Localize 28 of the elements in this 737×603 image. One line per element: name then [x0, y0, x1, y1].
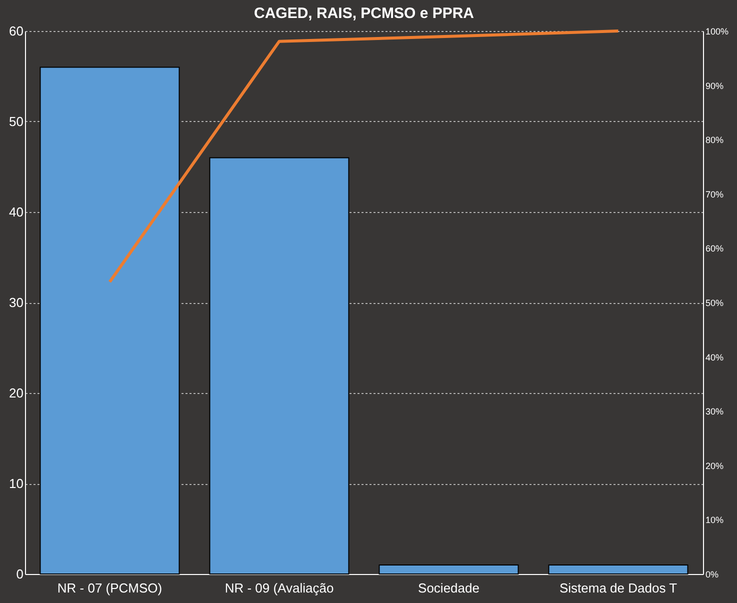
y-tick-label: 40: [9, 204, 24, 220]
bar: [548, 564, 688, 574]
y2-tick-label: 10%: [706, 515, 724, 526]
bar: [209, 157, 350, 574]
y-tick-label: 0: [16, 566, 24, 582]
y2-tick-label: 50%: [706, 298, 724, 308]
y2-tick-label: 80%: [706, 135, 724, 146]
chart-title: CAGED, RAIS, PCMSO e PPRA: [254, 5, 474, 22]
bar: [378, 564, 519, 574]
x-tick-label: Sociedade: [418, 580, 480, 596]
y2-tick-label: 70%: [706, 189, 724, 200]
y-tick-label: 30: [9, 295, 24, 310]
y2-tick-label: 100%: [706, 26, 729, 36]
bar: [40, 66, 180, 574]
y-tick-label: 50: [9, 114, 24, 129]
y2-tick-label: 90%: [706, 80, 724, 91]
y2-tick-label: 30%: [706, 406, 724, 417]
x-tick-label: NR - 07 (PCMSO): [57, 580, 162, 596]
y2-tick-label: 60%: [706, 244, 724, 254]
y-tick-label: 60: [9, 24, 24, 38]
y-tick-label: 10: [9, 476, 24, 491]
x-tick-label: Sistema de Dados T: [559, 580, 678, 596]
y2-tick-label: 40%: [706, 352, 724, 362]
line-series: [108, 30, 620, 284]
y2-tick-label: 20%: [706, 460, 724, 471]
y-tick-label: 20: [9, 386, 24, 400]
y2-tick-label: 0%: [706, 570, 719, 580]
x-tick-label: NR - 09 (Avaliação: [224, 580, 334, 596]
